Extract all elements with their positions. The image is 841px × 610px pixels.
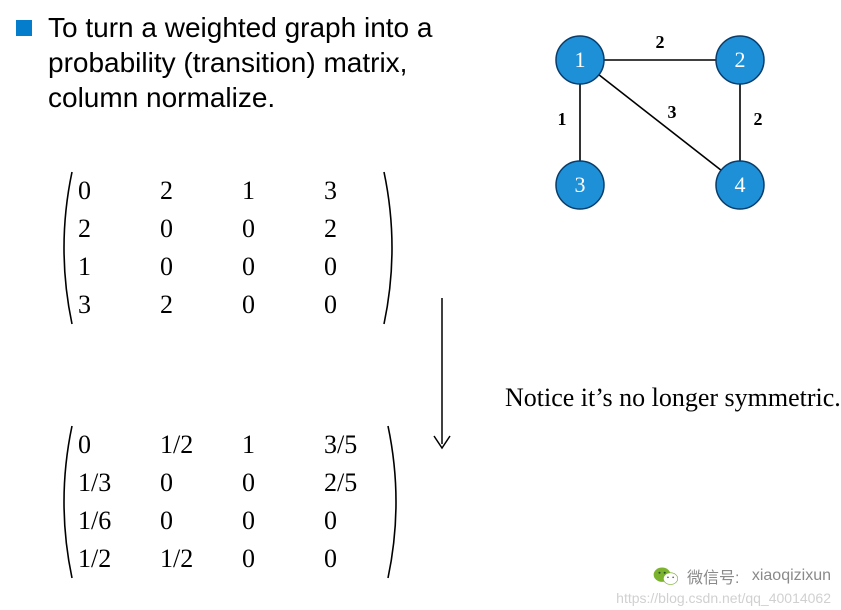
arrow-down-icon <box>430 298 454 463</box>
matrix-cell: 1/6 <box>72 502 154 540</box>
matrix-weighted-adjacency: 0213200210003200 <box>72 172 400 324</box>
matrix-cell: 0 <box>236 464 318 502</box>
matrix-cell: 0 <box>72 172 154 210</box>
watermark-id: xiaoqizixun <box>752 567 831 585</box>
bullet-icon <box>16 20 32 36</box>
matrix-cell: 0 <box>154 248 236 286</box>
matrix-cell: 2 <box>318 210 400 248</box>
matrix-cell: 0 <box>154 210 236 248</box>
matrix-cell: 1/3 <box>72 464 154 502</box>
matrix-cell: 1/2 <box>154 426 236 464</box>
matrix-cell: 3 <box>318 172 400 210</box>
matrix-cell: 2/5 <box>318 464 400 502</box>
graph-node-label: 3 <box>575 172 586 197</box>
graph-edge-label: 3 <box>668 102 677 122</box>
matrix-cell: 1/2 <box>154 540 236 578</box>
matrix-cell: 0 <box>72 426 154 464</box>
matrix-cell: 2 <box>72 210 154 248</box>
matrix-cell: 3/5 <box>318 426 400 464</box>
watermark-url: https://blog.csdn.net/qq_40014062 <box>616 590 831 606</box>
wechat-icon <box>653 565 679 587</box>
watermark-prefix: 微信号: <box>687 564 739 588</box>
matrix-cell: 2 <box>154 286 236 324</box>
matrix-cell: 0 <box>236 540 318 578</box>
graph-edge <box>580 60 740 185</box>
matrix-cell: 0 <box>318 540 400 578</box>
main-description: To turn a weighted graph into a probabil… <box>48 10 468 115</box>
matrix-cell: 0 <box>154 502 236 540</box>
matrix-cell: 0 <box>236 248 318 286</box>
matrix-cell: 3 <box>72 286 154 324</box>
graph-node-label: 4 <box>735 172 746 197</box>
matrix-cell: 1 <box>236 426 318 464</box>
matrix-cell: 0 <box>236 210 318 248</box>
matrix-cell: 0 <box>318 502 400 540</box>
matrix-cell: 1/2 <box>72 540 154 578</box>
graph-edge-label: 2 <box>656 32 665 52</box>
matrix-cell: 0 <box>154 464 236 502</box>
matrix-cell: 0 <box>236 286 318 324</box>
matrix-cell: 1 <box>72 248 154 286</box>
notice-text: Notice it’s no longer symmetric. <box>505 380 841 415</box>
graph-node-label: 2 <box>735 47 746 72</box>
matrix-cell: 2 <box>154 172 236 210</box>
graph-edge-label: 1 <box>558 109 567 129</box>
graph-edge-label: 2 <box>754 109 763 129</box>
weighted-graph: 2 1 3 2 1 2 3 4 <box>540 20 820 220</box>
graph-node-label: 1 <box>575 47 586 72</box>
matrix-cell: 1 <box>236 172 318 210</box>
matrix-cell: 0 <box>318 286 400 324</box>
matrix-column-normalized: 01/213/51/3002/51/60001/21/200 <box>72 426 400 578</box>
matrix-cell: 0 <box>236 502 318 540</box>
watermark-wechat: 微信号: xiaoqizixun <box>653 564 831 588</box>
matrix-cell: 0 <box>318 248 400 286</box>
